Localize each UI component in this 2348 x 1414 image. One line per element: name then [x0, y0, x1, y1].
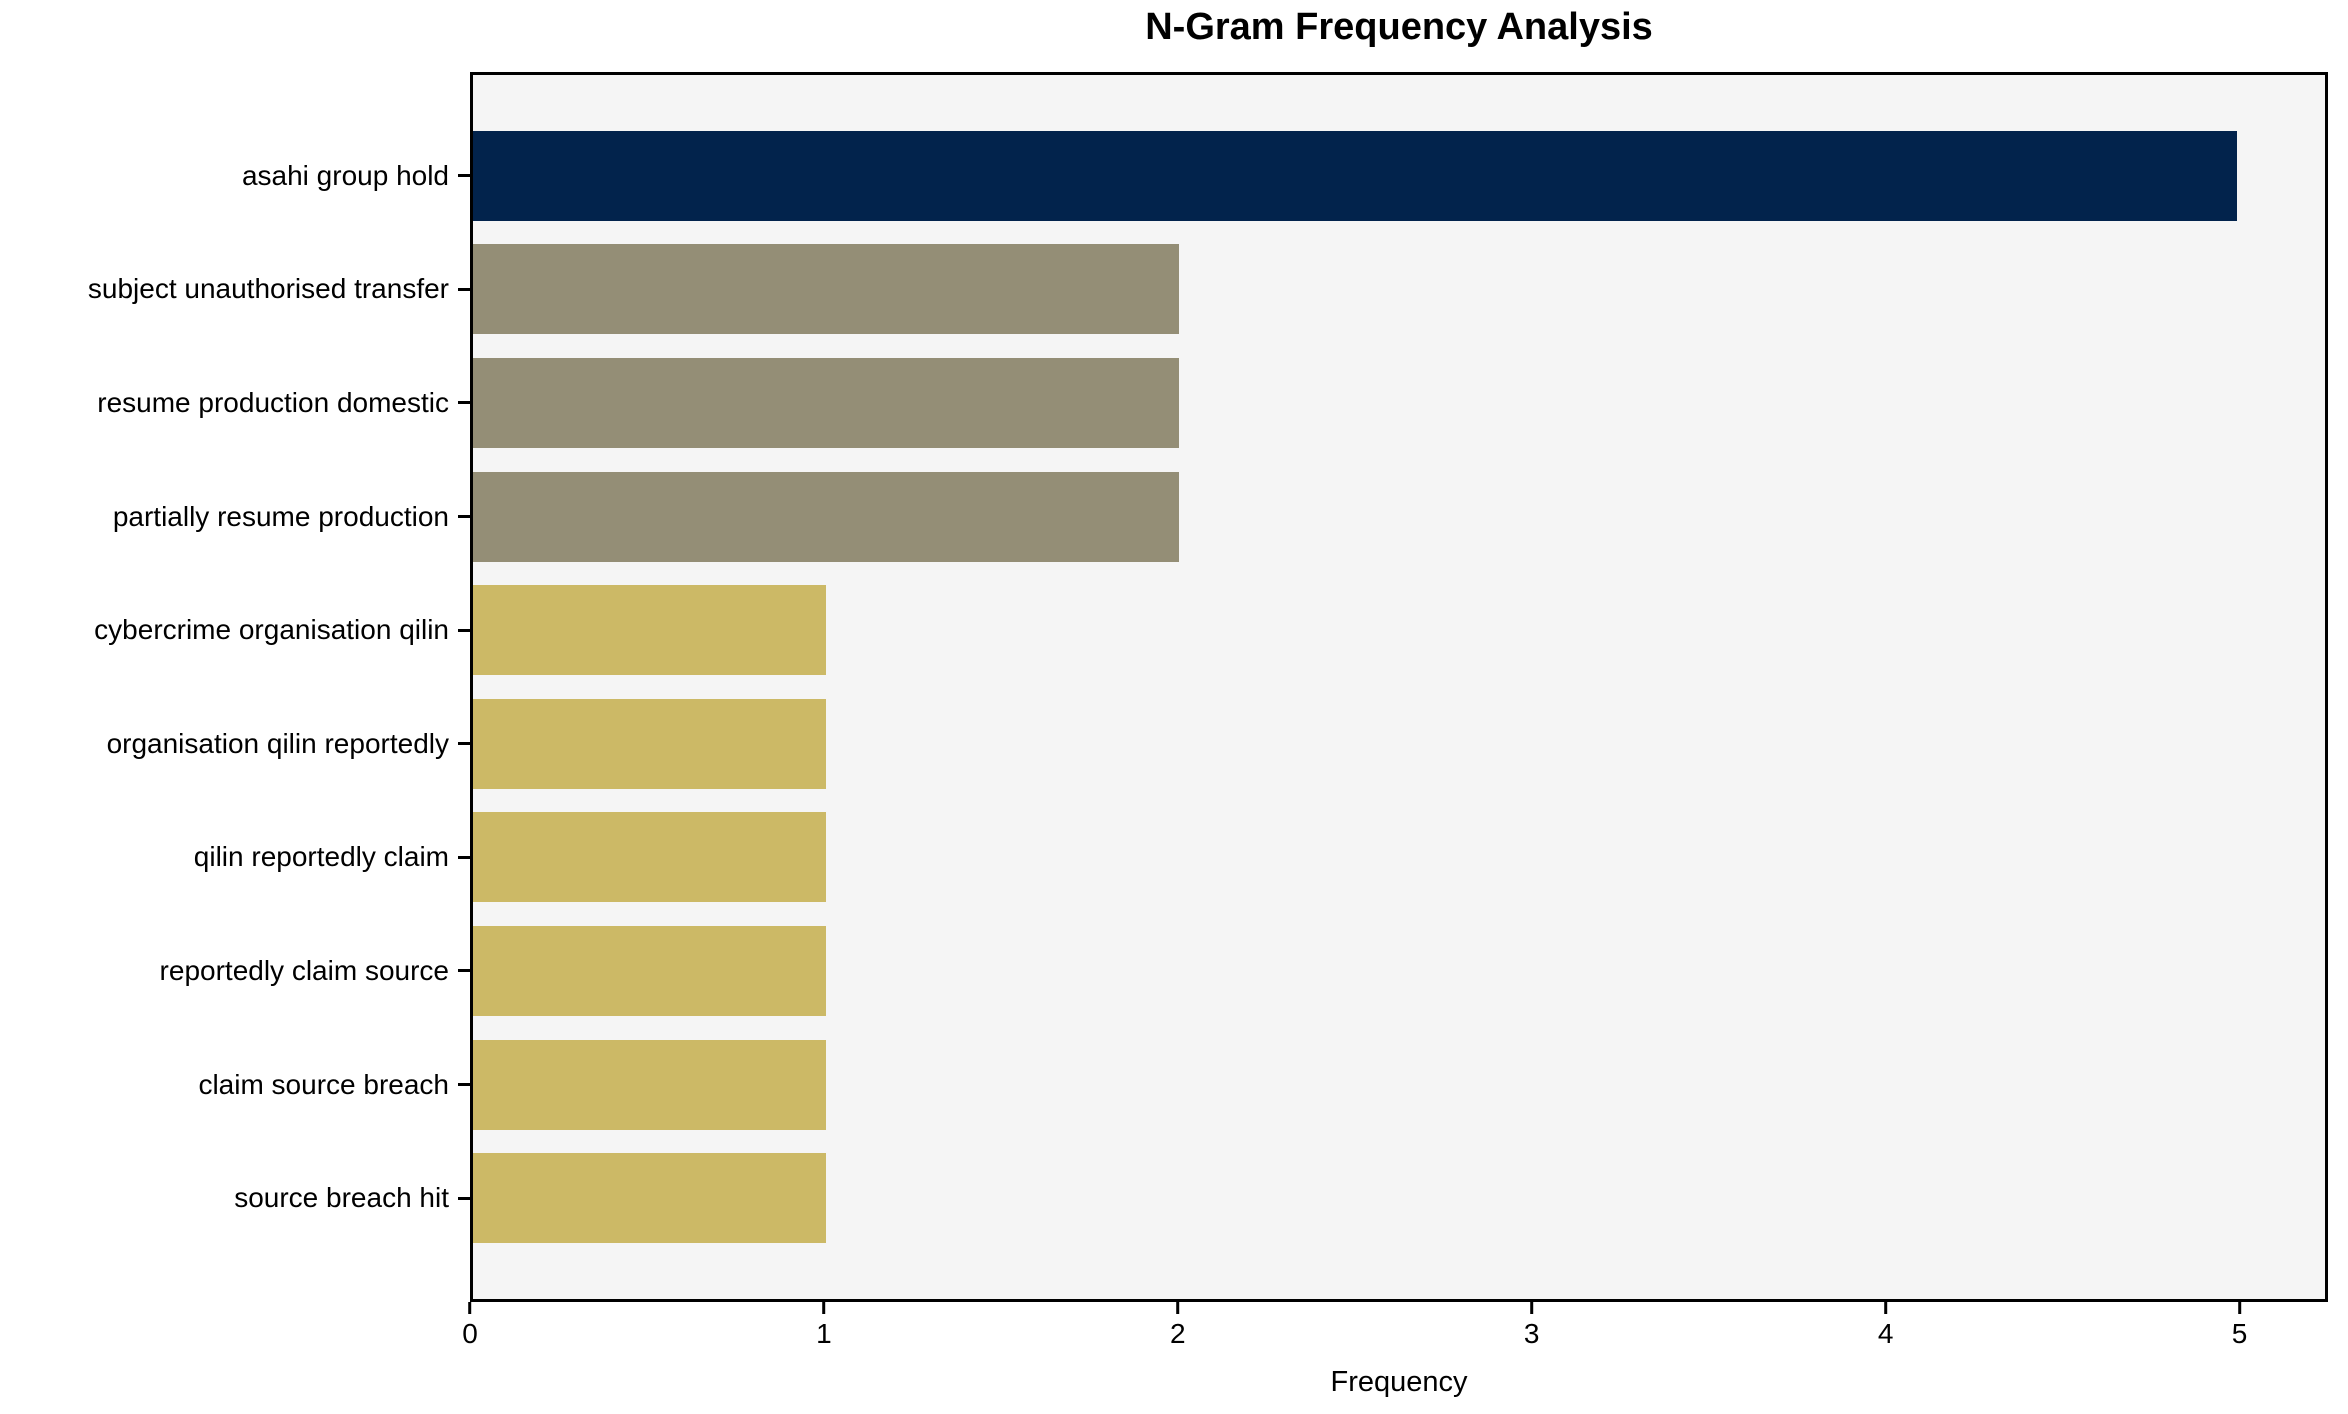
y-tick-mark — [458, 742, 470, 746]
y-label-row: subject unauthorised transfer — [0, 233, 470, 347]
chart-title: N-Gram Frequency Analysis — [1145, 6, 1653, 48]
y-label-row: qilin reportedly claim — [0, 801, 470, 915]
bar-resume-production-domestic — [473, 357, 1179, 448]
bar-claim-source-breach — [473, 1039, 826, 1130]
y-tick-label: asahi group hold — [241, 159, 449, 191]
bar-qilin-reportedly-claim — [473, 812, 826, 903]
bar-row — [473, 1028, 2325, 1142]
bar-row — [473, 801, 2325, 915]
x-tick-mark — [822, 1302, 826, 1314]
bar-organisation-qilin-reportedly — [473, 698, 826, 789]
x-tick-label: 2 — [1170, 1318, 1186, 1349]
bar-source-breach-hit — [473, 1153, 826, 1244]
y-label-row: cybercrime organisation qilin — [0, 573, 470, 687]
bar-row — [473, 1141, 2325, 1255]
x-tick: 5 — [2231, 1302, 2248, 1350]
x-tick-mark — [468, 1302, 472, 1314]
bar-row — [473, 460, 2325, 574]
y-tick-label: subject unauthorised transfer — [87, 273, 449, 305]
bar-row — [473, 346, 2325, 460]
y-tick-label: source breach hit — [234, 1182, 449, 1214]
bar-rows — [473, 75, 2325, 1299]
x-tick-label: 5 — [2231, 1318, 2248, 1349]
y-tick-label: cybercrime organisation qilin — [94, 614, 449, 646]
y-tick-label: partially resume production — [112, 500, 449, 532]
x-tick-label: 1 — [816, 1318, 832, 1349]
y-tick-mark — [458, 628, 470, 632]
y-tick-label: reportedly claim source — [159, 954, 449, 986]
y-tick-mark — [458, 969, 470, 973]
x-axis-label: Frequency — [1330, 1366, 1468, 1398]
y-tick-mark — [458, 401, 470, 405]
x-tick-label: 0 — [462, 1318, 478, 1349]
x-tick-mark — [1176, 1302, 1180, 1314]
x-tick: 4 — [1877, 1302, 1894, 1350]
x-tick-label: 4 — [1877, 1318, 1894, 1349]
x-tick: 1 — [816, 1302, 832, 1350]
x-tick-mark — [1884, 1302, 1888, 1314]
x-tick: 2 — [1170, 1302, 1186, 1350]
y-tick-mark — [458, 515, 470, 519]
y-tick-mark — [458, 174, 470, 178]
x-tick-label: 3 — [1523, 1318, 1540, 1349]
x-tick: 3 — [1523, 1302, 1540, 1350]
y-tick-mark — [458, 287, 470, 291]
bar-row — [473, 233, 2325, 347]
y-label-row: organisation qilin reportedly — [0, 687, 470, 801]
y-tick-mark — [458, 855, 470, 859]
bar-row — [473, 573, 2325, 687]
y-tick-mark — [458, 1196, 470, 1200]
bar-row — [473, 687, 2325, 801]
bar-row — [473, 119, 2325, 233]
bar-row — [473, 914, 2325, 1028]
y-label-row: source breach hit — [0, 1141, 470, 1255]
x-tick: 0 — [462, 1302, 478, 1350]
y-tick-label: organisation qilin reportedly — [106, 727, 449, 759]
bar-asahi-group-hold — [473, 130, 2237, 221]
y-label-row: reportedly claim source — [0, 914, 470, 1028]
y-label-row: asahi group hold — [0, 119, 470, 233]
y-label-row: resume production domestic — [0, 346, 470, 460]
x-tick-mark — [1530, 1302, 1534, 1314]
x-axis-ticks: 0 1 2 3 4 5 — [462, 1302, 2328, 1362]
bar-partially-resume-production — [473, 471, 1179, 562]
bar-reportedly-claim-source — [473, 925, 826, 1016]
plot-area — [470, 72, 2328, 1302]
x-tick-mark — [2238, 1302, 2242, 1314]
y-tick-label: claim source breach — [198, 1068, 449, 1100]
bar-cybercrime-organisation-qilin — [473, 585, 826, 676]
y-axis-labels: asahi group hold subject unauthorised tra… — [0, 75, 470, 1299]
y-tick-label: resume production domestic — [97, 386, 449, 418]
bar-subject-unauthorised-transfer — [473, 244, 1179, 335]
y-label-row: claim source breach — [0, 1028, 470, 1142]
y-tick-label: qilin reportedly claim — [193, 841, 449, 873]
y-label-row: partially resume production — [0, 460, 470, 574]
y-tick-mark — [458, 1083, 470, 1087]
